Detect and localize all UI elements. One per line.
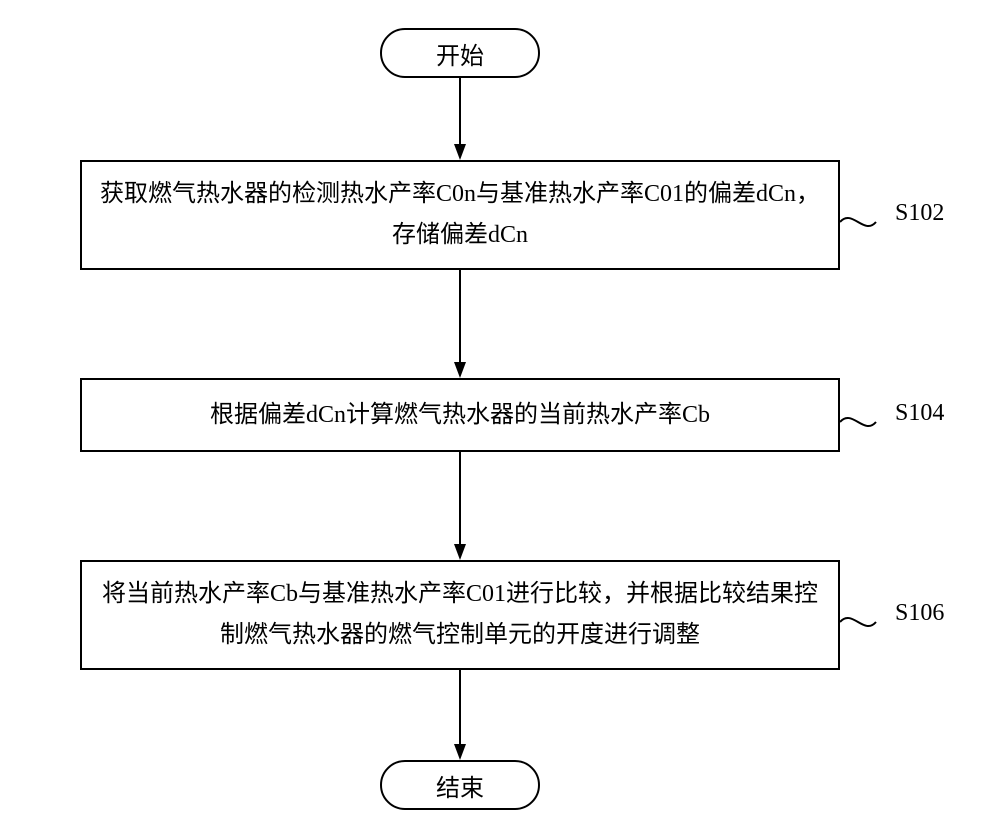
edge-s102-s104 xyxy=(452,270,468,378)
edge-s104-s106 xyxy=(452,452,468,560)
edge-start-s102 xyxy=(452,78,468,160)
s104-node: 根据偏差dCn计算燃气热水器的当前热水产率Cb xyxy=(80,378,840,452)
end-label: 结束 xyxy=(436,768,484,803)
s102-node: 获取燃气热水器的检测热水产率C0n与基准热水产率C01的偏差dCn，存储偏差dC… xyxy=(80,160,840,270)
s104-connector xyxy=(838,398,878,478)
s104-text: 根据偏差dCn计算燃气热水器的当前热水产率Cb xyxy=(210,395,710,436)
s102-text: 获取燃气热水器的检测热水产率C0n与基准热水产率C01的偏差dCn，存储偏差dC… xyxy=(94,174,826,256)
s102-connector xyxy=(838,198,878,278)
end-node: 结束 xyxy=(380,760,540,810)
s104-label: S104 xyxy=(895,400,944,427)
start-label: 开始 xyxy=(436,36,484,71)
s102-label: S102 xyxy=(895,200,944,227)
s106-text: 将当前热水产率Cb与基准热水产率C01进行比较，并根据比较结果控制燃气热水器的燃… xyxy=(94,574,826,656)
s106-label: S106 xyxy=(895,600,944,627)
start-node: 开始 xyxy=(380,28,540,78)
s106-connector xyxy=(838,598,878,678)
flowchart-canvas: 开始 获取燃气热水器的检测热水产率C0n与基准热水产率C01的偏差dCn，存储偏… xyxy=(0,0,1000,830)
s106-node: 将当前热水产率Cb与基准热水产率C01进行比较，并根据比较结果控制燃气热水器的燃… xyxy=(80,560,840,670)
edge-s106-end xyxy=(452,670,468,760)
